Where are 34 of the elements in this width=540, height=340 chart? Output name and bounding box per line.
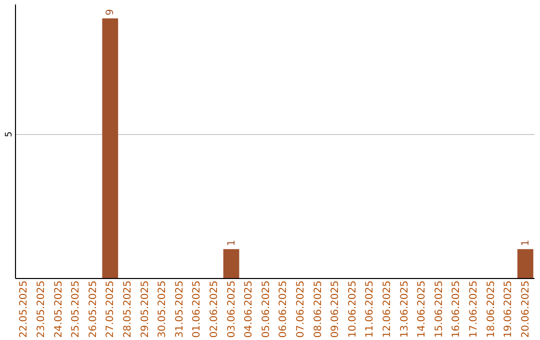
x-tick-label: 28.05.2025 xyxy=(122,280,134,338)
x-tick-label: 14.06.2025 xyxy=(416,280,428,338)
x-tick-label: 08.06.2025 xyxy=(312,280,324,338)
x-tick-label: 06.06.2025 xyxy=(278,280,290,338)
x-tick-label: 20.06.2025 xyxy=(520,280,532,338)
x-tick-label: 05.06.2025 xyxy=(260,280,272,338)
x-tick-label: 19.06.2025 xyxy=(503,280,514,338)
data-label: 1 xyxy=(520,240,532,246)
x-tick-label: 17.06.2025 xyxy=(468,280,480,338)
x-tick-label: 22.05.2025 xyxy=(18,280,30,338)
data-label: 9 xyxy=(105,9,116,16)
x-tick-label: 11.06.2025 xyxy=(364,280,376,338)
x-tick-label: 03.06.2025 xyxy=(226,280,238,338)
x-tick-label: 13.06.2025 xyxy=(399,280,410,338)
x-tick-label: 31.05.2025 xyxy=(174,280,186,338)
x-tick-label: 23.05.2025 xyxy=(36,280,47,338)
x-tick-label: 18.06.2025 xyxy=(486,280,497,338)
data-label: 1 xyxy=(226,240,238,246)
x-tick-label: 04.06.2025 xyxy=(244,280,255,338)
x-tick-label: 02.06.2025 xyxy=(208,280,220,338)
x-tick-label: 12.06.2025 xyxy=(382,280,393,338)
x-tick-label: 16.06.2025 xyxy=(451,280,462,338)
x-tick-label: 15.06.2025 xyxy=(434,280,445,338)
x-tick-label: 26.05.2025 xyxy=(88,280,99,338)
x-tick-label: 09.06.2025 xyxy=(330,280,342,338)
x-tick-label: 07.06.2025 xyxy=(295,280,306,338)
x-tick-label: 10.06.2025 xyxy=(347,280,358,338)
x-tick-label: 01.06.2025 xyxy=(192,280,203,338)
x-tick-label: 25.05.2025 xyxy=(70,280,82,338)
x-tick-label: 27.05.2025 xyxy=(105,280,116,338)
y-tick-label: 5 xyxy=(4,131,14,138)
x-tick-label: 29.05.2025 xyxy=(140,280,151,338)
x-tick-label: 30.05.2025 xyxy=(157,280,168,338)
x-tick-label: 24.05.2025 xyxy=(53,280,64,338)
